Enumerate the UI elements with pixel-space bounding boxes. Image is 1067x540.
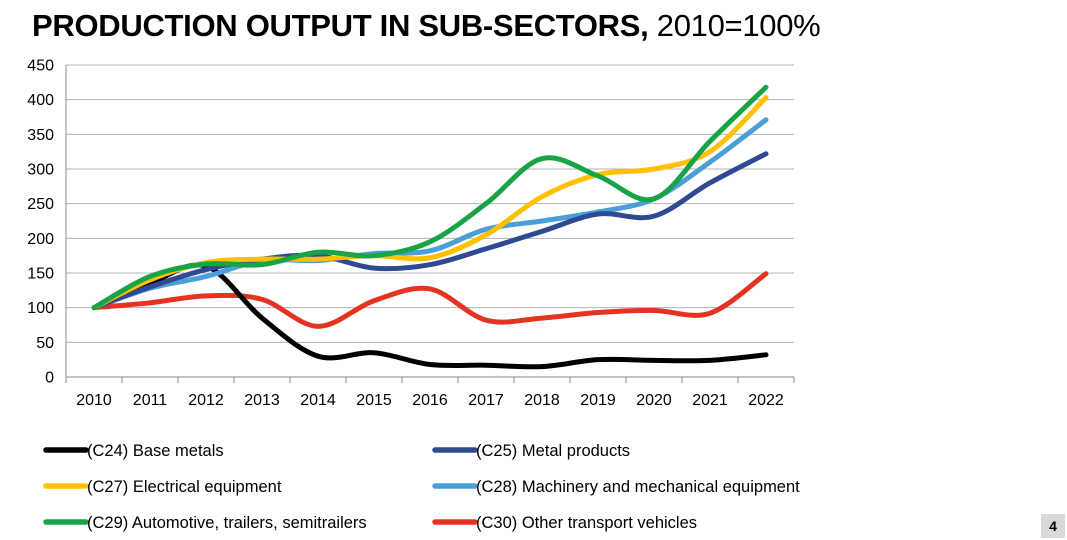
chart-title: PRODUCTION OUTPUT IN SUB-SECTORS, 2010=1… — [32, 8, 821, 44]
legend-label: (C30) Other transport vehicles — [476, 514, 697, 532]
y-tick-label: 200 — [27, 231, 54, 248]
x-tick-label: 2018 — [524, 392, 560, 409]
x-tick-label: 2011 — [133, 392, 168, 409]
series-lines — [91, 84, 769, 370]
x-tick-label: 2019 — [580, 392, 616, 409]
page-number: 4 — [1041, 514, 1065, 538]
chart-title-suffix: 2010=100% — [656, 8, 821, 43]
y-tick-label: 400 — [27, 92, 54, 109]
x-tick-label: 2022 — [748, 392, 784, 409]
y-tick-label: 100 — [27, 300, 54, 317]
y-tick-label: 300 — [27, 162, 54, 179]
chart-title-main: PRODUCTION OUTPUT IN SUB-SECTORS, — [32, 8, 649, 43]
x-tick-label: 2016 — [412, 392, 448, 409]
legend-label: (C25) Metal products — [476, 442, 630, 460]
gridlines — [66, 64, 794, 343]
x-tick-label: 2013 — [244, 392, 280, 409]
legend: (C24) Base metals (C25) Metal products (C2… — [43, 442, 800, 532]
y-tick-label: 50 — [36, 335, 54, 352]
x-tick-label: 2014 — [300, 392, 336, 409]
y-tick-label: 150 — [27, 266, 54, 283]
axes: 0 50 100 150 200 250 300 350 400 450 2010 2011 2012 2… — [27, 58, 795, 409]
legend-label: (C27) Electrical equipment — [87, 478, 282, 496]
series-line-5 — [91, 84, 769, 311]
legend-label: (C28) Machinery and mechanical equipment — [476, 478, 800, 496]
series-line-3 — [91, 95, 769, 311]
y-tick-label: 250 — [27, 196, 54, 213]
legend-label: (C24) Base metals — [87, 442, 224, 460]
y-tick-label: 350 — [27, 127, 54, 144]
series-line-2 — [91, 151, 769, 311]
x-tick-label: 2010 — [76, 392, 112, 409]
x-tick-label: 2021 — [692, 392, 728, 409]
x-tick-label: 2012 — [188, 392, 224, 409]
x-tick-label: 2020 — [636, 392, 672, 409]
series-line-6 — [91, 271, 769, 329]
x-tick-label: 2015 — [356, 392, 392, 409]
legend-label: (C29) Automotive, trailers, semitrailers — [87, 514, 367, 532]
x-tick-label: 2017 — [468, 392, 504, 409]
y-tick-label: 450 — [27, 58, 54, 75]
y-tick-label: 0 — [45, 370, 54, 387]
